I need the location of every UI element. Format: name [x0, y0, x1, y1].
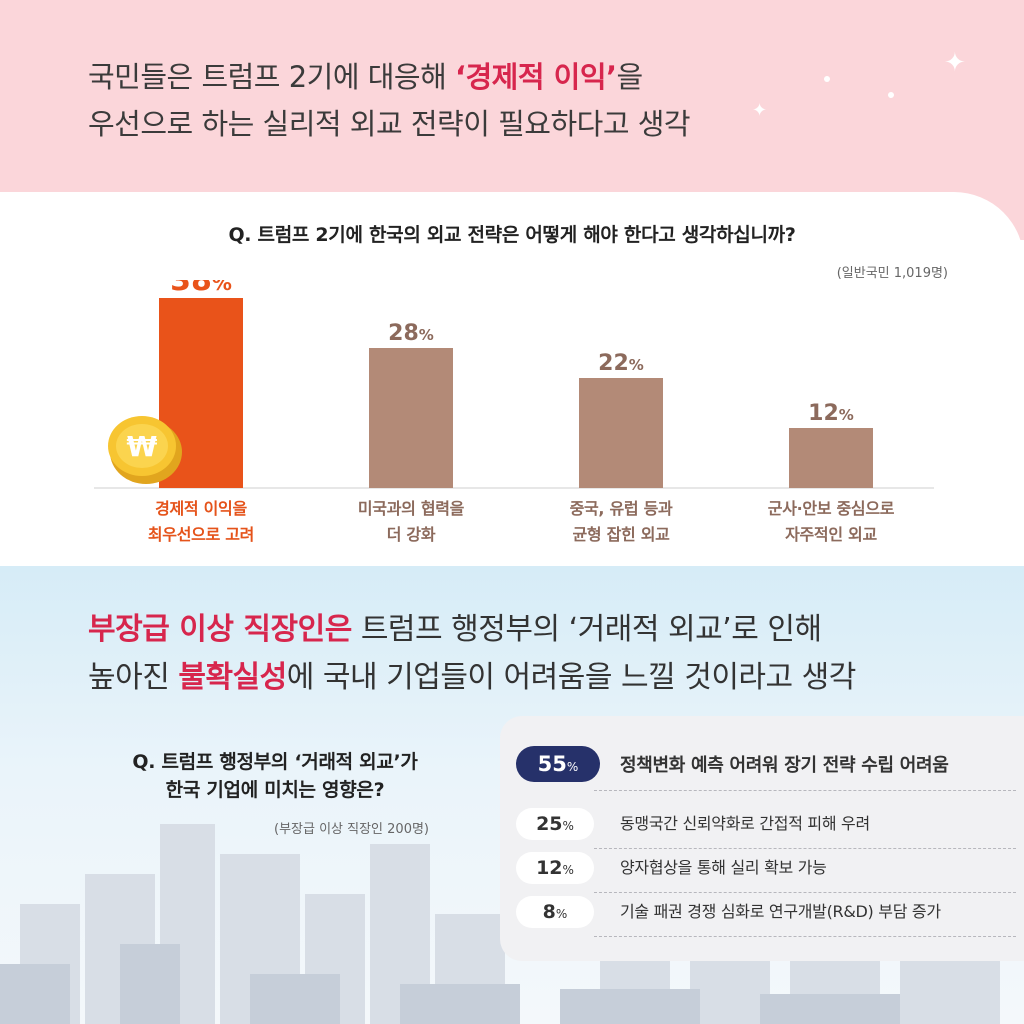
result-value-4: 8%	[516, 896, 594, 928]
bar-label-1: 경제적 이익을 최우선으로 고려	[147, 499, 255, 544]
result-value-2: 25%	[516, 808, 594, 840]
result-text-4: 기술 패권 경쟁 심화로 연구개발(R&D) 부담 증가	[620, 902, 941, 921]
won-coin-icon: ₩	[108, 416, 182, 484]
sparkle-dot	[824, 76, 830, 82]
result-row-4: 8% 기술 패권 경쟁 심화로 연구개발(R&D) 부담 증가	[516, 890, 1016, 937]
sparkle-dot	[888, 92, 894, 98]
result-row-1: 55% 정책변화 예측 어려워 장기 전략 수립 어려움	[516, 744, 1016, 791]
sparkle-icon: ✦	[944, 48, 966, 78]
result-row-2: 25% 동맹국간 신뢰약화로 간접적 피해 우려	[516, 802, 1016, 849]
result-text-1: 정책변화 예측 어려워 장기 전략 수립 어려움	[620, 755, 949, 776]
bar-label-4: 군사·안보 중심으로 자주적인 외교	[767, 499, 895, 544]
headline-2-line-1: 부장급 이상 직장인은 트럼프 행정부의 ‘거래적 외교’로 인해	[88, 612, 822, 647]
bar-value-label-4: 12%	[808, 401, 854, 426]
bar-label-2: 미국과의 협력을 더 강화	[357, 499, 465, 544]
bar-chart: 38% 28% 22% 12% ₩	[94, 280, 934, 489]
result-text-3: 양자협상을 통해 실리 확보 가능	[620, 858, 827, 877]
row-divider	[594, 790, 1016, 791]
headline-1-line-2: 우선으로 하는 실리적 외교 전략이 필요하다고 생각	[88, 107, 691, 141]
bar-2	[369, 348, 453, 488]
row-divider	[594, 936, 1016, 937]
bar-3	[579, 378, 663, 488]
bar-value-label-1: 38%	[170, 280, 232, 298]
result-value-1: 55%	[516, 746, 600, 782]
survey-1-sample: (일반국민 1,019명)	[836, 266, 948, 281]
won-symbol: ₩	[127, 430, 158, 463]
result-value-3: 12%	[516, 852, 594, 884]
row-divider	[594, 892, 1016, 893]
survey-2-sample: (부장급 이상 직장인 200명)	[274, 822, 429, 837]
result-row-3: 12% 양자협상을 통해 실리 확보 가능	[516, 846, 1016, 893]
headline-1-line-1: 국민들은 트럼프 2기에 대응해 ‘경제적 이익’을	[88, 60, 643, 94]
bar-4	[789, 428, 873, 488]
bar-value-label-2: 28%	[388, 321, 434, 346]
bar-label-3: 중국, 유럽 등과 균형 잡힌 외교	[569, 499, 673, 544]
survey-2-question: Q. 트럼프 행정부의 ‘거래적 외교’가 한국 기업에 미치는 영향은?	[132, 751, 418, 801]
sparkle-icon: ✦	[752, 100, 768, 121]
headline-2-line-2: 높아진 불확실성에 국내 기업들이 어려움을 느낄 것이라고 생각	[88, 660, 856, 695]
result-text-2: 동맹국간 신뢰약화로 간접적 피해 우려	[620, 814, 870, 833]
row-divider	[594, 848, 1016, 849]
survey-1-question: Q. 트럼프 2기에 한국의 외교 전략은 어떻게 해야 한다고 생각하십니까?	[228, 224, 796, 246]
city-skyline-illustration	[0, 824, 1000, 1024]
bar-value-label-3: 22%	[598, 351, 644, 376]
